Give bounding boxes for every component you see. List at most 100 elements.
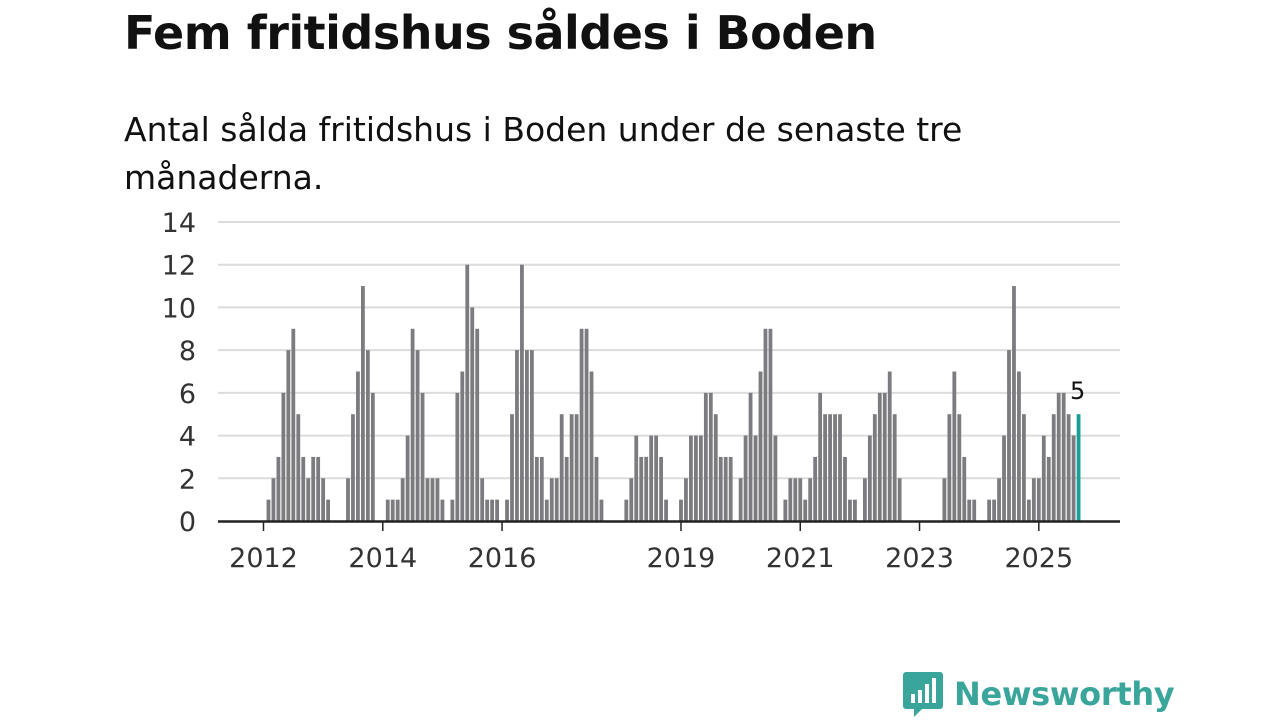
bar <box>420 392 425 521</box>
bar <box>370 392 375 521</box>
bar <box>266 499 271 521</box>
bar <box>848 499 852 521</box>
bar <box>768 328 773 521</box>
bar <box>992 499 996 521</box>
bar <box>356 371 360 521</box>
bar <box>843 456 847 521</box>
bar <box>311 456 316 521</box>
bar <box>897 478 902 521</box>
bar <box>569 414 574 521</box>
bar <box>559 414 564 521</box>
y-tick-label: 8 <box>179 336 196 367</box>
bar <box>703 392 708 521</box>
bar <box>400 478 405 521</box>
bar <box>554 478 559 521</box>
y-tick-label: 0 <box>179 507 196 538</box>
bar <box>410 328 415 521</box>
x-tick-label: 2019 <box>647 543 716 574</box>
bar <box>962 456 967 521</box>
bar <box>823 414 828 521</box>
bar <box>649 435 654 521</box>
bar <box>679 499 683 521</box>
bar <box>1046 456 1051 521</box>
bar <box>952 371 957 521</box>
x-tick-label: 2012 <box>229 543 298 574</box>
bar <box>539 456 544 521</box>
bar <box>624 499 629 521</box>
bar <box>1061 392 1066 521</box>
bar <box>346 478 350 521</box>
bar <box>793 478 798 521</box>
bar <box>887 371 892 521</box>
bars <box>266 264 1081 521</box>
bar <box>455 392 460 521</box>
data-label: 5 <box>1070 377 1085 405</box>
bar <box>584 328 589 521</box>
bar <box>1007 350 1011 521</box>
bar <box>579 328 584 521</box>
bar <box>534 456 539 521</box>
bar <box>659 456 663 521</box>
bar <box>713 414 718 521</box>
bar <box>738 478 743 521</box>
bar <box>862 478 867 521</box>
bar <box>301 456 306 521</box>
x-tick-label: 2021 <box>766 543 835 574</box>
x-tick-label: 2023 <box>885 543 954 574</box>
chart-subtitle: Antal sålda fritidshus i Boden under de … <box>124 110 963 197</box>
bar-chart: 0 2 4 6 8 10 12 14 2012 2014 2016 2019 2021 2023 2025 5 <box>162 208 1120 574</box>
bar <box>515 350 519 521</box>
bar <box>470 307 475 521</box>
bar <box>306 478 311 521</box>
bar <box>405 435 410 521</box>
bar <box>758 371 763 521</box>
bar <box>326 499 331 521</box>
x-tick-label: 2016 <box>468 543 537 574</box>
bar <box>629 478 634 521</box>
y-tick-label: 6 <box>179 379 196 410</box>
bar <box>351 414 355 521</box>
bar <box>693 435 698 521</box>
bar <box>967 499 972 521</box>
bar <box>743 435 748 521</box>
bar <box>465 264 470 521</box>
bar <box>882 392 887 521</box>
bar <box>1031 478 1036 521</box>
bar <box>644 456 649 521</box>
bar <box>788 478 793 521</box>
bar <box>833 414 837 521</box>
bar <box>440 499 445 521</box>
y-tick-label: 14 <box>162 208 196 239</box>
bar <box>1051 414 1056 521</box>
y-tick-label: 4 <box>179 422 196 453</box>
bar <box>763 328 768 521</box>
bar <box>1002 435 1006 521</box>
bar <box>271 478 276 521</box>
newsworthy-logo: Newsworthy <box>902 670 1175 718</box>
bar <box>1066 414 1071 521</box>
bar <box>520 264 524 521</box>
bar <box>698 435 703 521</box>
bar <box>385 499 390 521</box>
bar <box>435 478 440 521</box>
axes <box>218 520 1120 531</box>
bar <box>316 456 321 521</box>
bar <box>365 350 370 521</box>
bar <box>987 499 992 521</box>
bar <box>529 350 534 521</box>
bar <box>361 286 365 521</box>
bar <box>490 499 495 521</box>
bar <box>853 499 857 521</box>
bar <box>942 478 947 521</box>
bar <box>430 478 435 521</box>
bar <box>525 350 529 521</box>
bar <box>544 499 549 521</box>
bar <box>480 478 485 521</box>
bar <box>947 414 952 521</box>
bar <box>689 435 693 521</box>
bar <box>803 499 808 521</box>
bar <box>1071 435 1076 521</box>
bar <box>872 414 877 521</box>
bar <box>549 478 554 521</box>
bar <box>753 435 758 521</box>
